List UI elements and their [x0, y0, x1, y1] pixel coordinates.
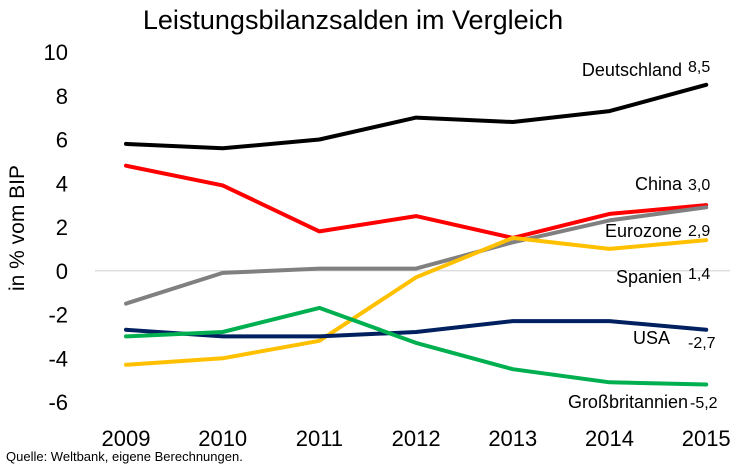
series-end-value-label: 1,4 [688, 266, 710, 283]
series-end-value-label: 2,9 [688, 223, 710, 240]
y-axis-label: in % vom BIP [6, 165, 29, 291]
y-tick-label: 0 [56, 259, 68, 284]
y-tick-label: 4 [56, 171, 68, 196]
series-line-0 [124, 82, 709, 151]
series-labels: Deutschland 8,5 China 3,0 Eurozone 2,9 Spanien… [568, 59, 718, 412]
x-tick-label: 2009 [102, 426, 151, 451]
series-end-value-label: -5,2 [690, 395, 718, 412]
series-name-label: Großbritannien [568, 392, 688, 412]
y-tick-label: 8 [56, 84, 68, 109]
series-name-label: USA [633, 328, 670, 348]
y-tick-label: 6 [56, 128, 68, 153]
series-lines [124, 82, 709, 387]
y-tick-label: 2 [56, 215, 68, 240]
y-ticks: 10 8 6 4 2 0 -2 -4 -6 [44, 40, 68, 415]
series-end-value-label: 8,5 [688, 59, 710, 76]
y-tick-label: 10 [44, 40, 68, 65]
chart-title: Leistungsbilanzsalden im Vergleich [143, 5, 563, 35]
y-tick-label: -6 [48, 390, 68, 415]
series-line-5 [124, 305, 709, 387]
x-tick-label: 2012 [392, 426, 441, 451]
series-line-3 [124, 235, 709, 367]
series-name-label: China [635, 174, 683, 194]
x-tick-label: 2015 [682, 426, 731, 451]
series-end-value-label: -2,7 [688, 335, 716, 352]
series-line-4 [124, 319, 709, 339]
series-line-1 [124, 163, 709, 240]
x-ticks: 2009 2010 2011 2012 2013 2014 2015 [102, 426, 731, 451]
x-tick-label: 2010 [198, 426, 247, 451]
series-name-label: Eurozone [605, 221, 682, 241]
y-tick-label: -4 [48, 346, 68, 371]
x-tick-label: 2011 [296, 426, 343, 451]
series-end-value-label: 3,0 [688, 177, 710, 194]
series-name-label: Deutschland [582, 60, 682, 80]
x-tick-label: 2013 [488, 426, 537, 451]
series-name-label: Spanien [616, 267, 682, 287]
x-tick-label: 2014 [585, 426, 634, 451]
source-note: Quelle: Weltbank, eigene Berechnungen. [6, 449, 243, 464]
series-line-2 [124, 205, 709, 306]
y-tick-label: -2 [48, 303, 68, 328]
